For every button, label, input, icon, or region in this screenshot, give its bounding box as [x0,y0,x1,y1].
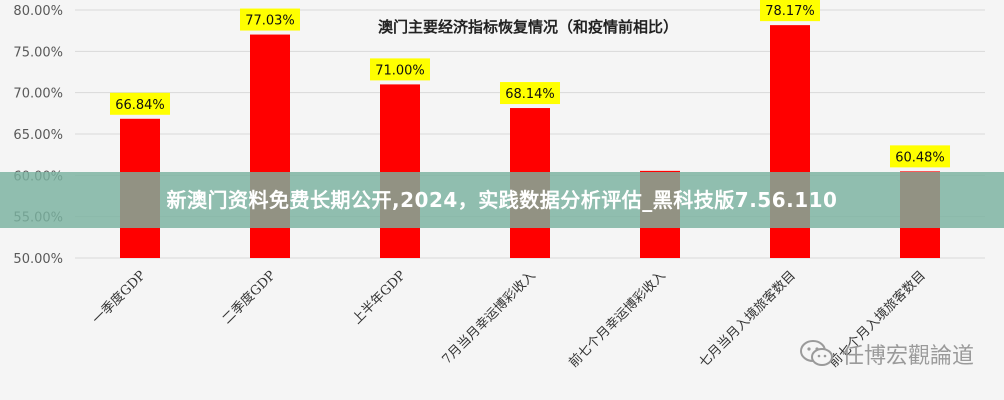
y-tick-label: 75.00% [13,45,63,60]
watermark-text: 任博宏觀論道 [841,344,974,369]
bar [380,84,420,259]
y-tick-label: 50.00% [13,252,63,267]
x-tick-label: 七月当月入境旅客数目 [696,268,799,371]
x-tick-label: 7月当月幸运博彩收入 [440,268,539,367]
data-label: 68.14% [505,87,555,102]
data-label-box [760,0,820,22]
wechat-icon [799,340,833,366]
y-tick-label: 65.00% [13,128,63,143]
banner-text: 新澳门资料免费长期公开,2024，实践数据分析评估_黑科技版7.56.110 [166,188,838,212]
data-label-box [890,145,950,168]
chart-title: 澳门主要经济指标恢复情况（和疫情前相比） [378,18,678,36]
x-tick-label: 上半年GDP [350,268,409,327]
watermark: 任博宏觀論道 [799,336,974,372]
y-tick-label: 70.00% [13,87,63,102]
x-tick-label: 一季度GDP [89,267,149,327]
data-label: 78.17% [765,4,815,19]
data-label: 66.84% [115,98,165,113]
data-label: 60.48% [895,150,945,165]
x-tick-label: 二季度GDP [219,267,279,327]
overlay-banner: 新澳门资料免费长期公开,2024，实践数据分析评估_黑科技版7.56.110 [0,172,1004,228]
y-tick-label: 80.00% [13,4,63,19]
data-label-box [110,92,170,115]
data-label: 71.00% [375,63,425,78]
data-label-box [500,82,560,105]
x-tick-label: 前七个月幸运博彩收入 [566,268,669,371]
data-label: 77.03% [245,14,295,29]
data-label-box [240,8,300,31]
data-label-box [370,58,430,81]
